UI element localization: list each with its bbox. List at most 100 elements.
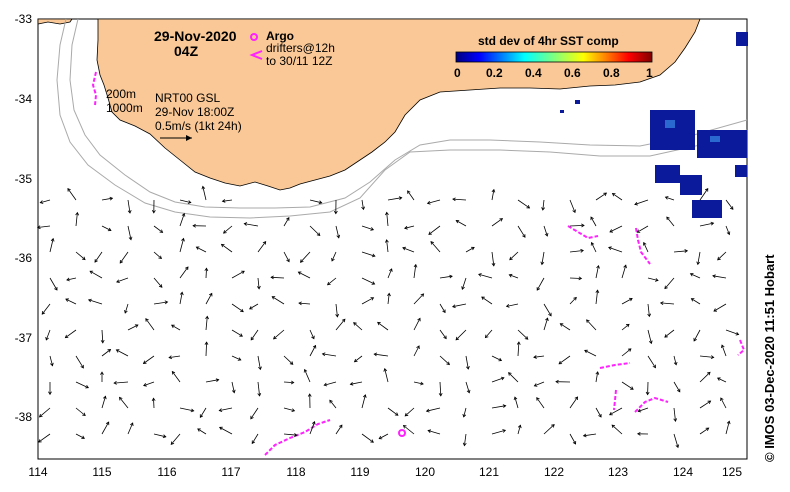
current-vector: [586, 319, 597, 331]
current-vector: [643, 242, 649, 253]
current-vector-head: [462, 413, 467, 418]
current-vector-head: [159, 229, 164, 233]
current-vector-head: [402, 425, 407, 429]
current-vector: [491, 189, 495, 201]
current-vector: [673, 355, 677, 365]
current-vector-head: [286, 258, 290, 263]
current-vector-head: [38, 413, 43, 418]
current-vector: [491, 377, 505, 383]
current-vector: [543, 303, 552, 317]
current-vector-head: [398, 196, 403, 200]
current-vector: [179, 292, 183, 305]
current-vector-head: [484, 334, 489, 339]
argo-legend-label: Argo: [266, 29, 294, 43]
current-vector: [127, 324, 139, 331]
current-vector-head: [286, 217, 290, 221]
current-vector: [205, 268, 207, 279]
current-vector-head: [48, 391, 52, 396]
current-vector-head: [353, 358, 358, 363]
current-vectors: [36, 185, 740, 449]
current-vector-head: [609, 411, 613, 416]
current-vector-head: [119, 259, 124, 264]
current-vector: [461, 277, 467, 290]
current-vector-head: [362, 394, 367, 398]
current-vector: [171, 324, 181, 331]
current-vector: [413, 345, 420, 357]
current-vector-head: [404, 225, 408, 230]
current-vector: [205, 379, 219, 383]
current-vector: [361, 277, 375, 285]
current-vector: [455, 329, 467, 341]
current-vector-head: [45, 336, 49, 341]
current-vector: [426, 407, 441, 412]
current-vector: [114, 381, 129, 384]
current-vector-head: [712, 274, 716, 279]
current-vector: [94, 251, 103, 263]
current-vector-head: [420, 293, 425, 297]
current-vector-head: [536, 287, 541, 291]
current-vector: [725, 225, 730, 235]
colorbar: [455, 51, 653, 63]
current-vector: [37, 225, 51, 228]
current-vector-head: [478, 273, 482, 277]
current-vector-head: [124, 310, 128, 314]
isobath-200m: [69, 18, 748, 209]
current-vector: [491, 251, 495, 266]
current-vector-head: [572, 440, 577, 445]
current-vector-head: [143, 383, 147, 387]
current-vector: [584, 350, 597, 357]
current-vector-head: [250, 415, 254, 420]
current-vector-head: [107, 227, 112, 232]
lat-label: -36: [14, 251, 32, 265]
current-vector-head: [471, 246, 475, 251]
current-vector-head: [251, 440, 256, 445]
current-vector-head: [666, 216, 670, 221]
current-vector: [49, 355, 53, 366]
current-vector: [88, 299, 103, 305]
current-vector: [699, 427, 709, 435]
current-vector: [374, 353, 389, 357]
current-vector: [231, 270, 245, 279]
current-vector: [543, 225, 548, 237]
current-vector-head: [239, 333, 243, 337]
current-vector-head: [675, 444, 680, 449]
current-vector: [517, 341, 520, 357]
current-vector: [298, 271, 311, 279]
current-vector-head: [636, 229, 641, 233]
current-vector: [196, 246, 207, 253]
current-vector: [353, 322, 363, 331]
model-name: NRT00 GSL: [155, 91, 221, 105]
current-vector-head: [705, 427, 710, 431]
current-vector-head: [197, 428, 201, 432]
current-vector: [647, 303, 650, 317]
current-vector: [170, 433, 181, 445]
current-vector: [271, 276, 285, 279]
current-vector-head: [190, 408, 195, 413]
current-vector: [249, 303, 259, 310]
current-vector-head: [677, 388, 681, 393]
current-vector-head: [634, 201, 638, 206]
current-vector: [40, 199, 51, 204]
current-vector: [143, 355, 155, 364]
current-vector-head: [89, 270, 94, 274]
current-vector-head: [442, 309, 446, 314]
current-vector: [666, 216, 675, 227]
current-vector: [699, 222, 714, 227]
lat-label: -33: [14, 12, 32, 26]
current-vector: [300, 251, 311, 263]
current-vector-head: [333, 210, 338, 215]
current-vector-head: [643, 241, 647, 246]
current-vector: [101, 396, 106, 409]
drifter-legend-symbol: [249, 50, 263, 60]
current-vector-head: [335, 313, 340, 318]
current-vector-head: [443, 335, 447, 340]
current-vector: [612, 193, 623, 201]
sst-stddev-patches: [560, 32, 748, 218]
lat-label: -38: [14, 410, 32, 424]
current-vector: [179, 407, 194, 412]
land-west-coast-strip: [37, 18, 73, 25]
current-vector: [75, 355, 84, 369]
current-vector: [231, 355, 241, 361]
current-vector-head: [645, 391, 650, 396]
